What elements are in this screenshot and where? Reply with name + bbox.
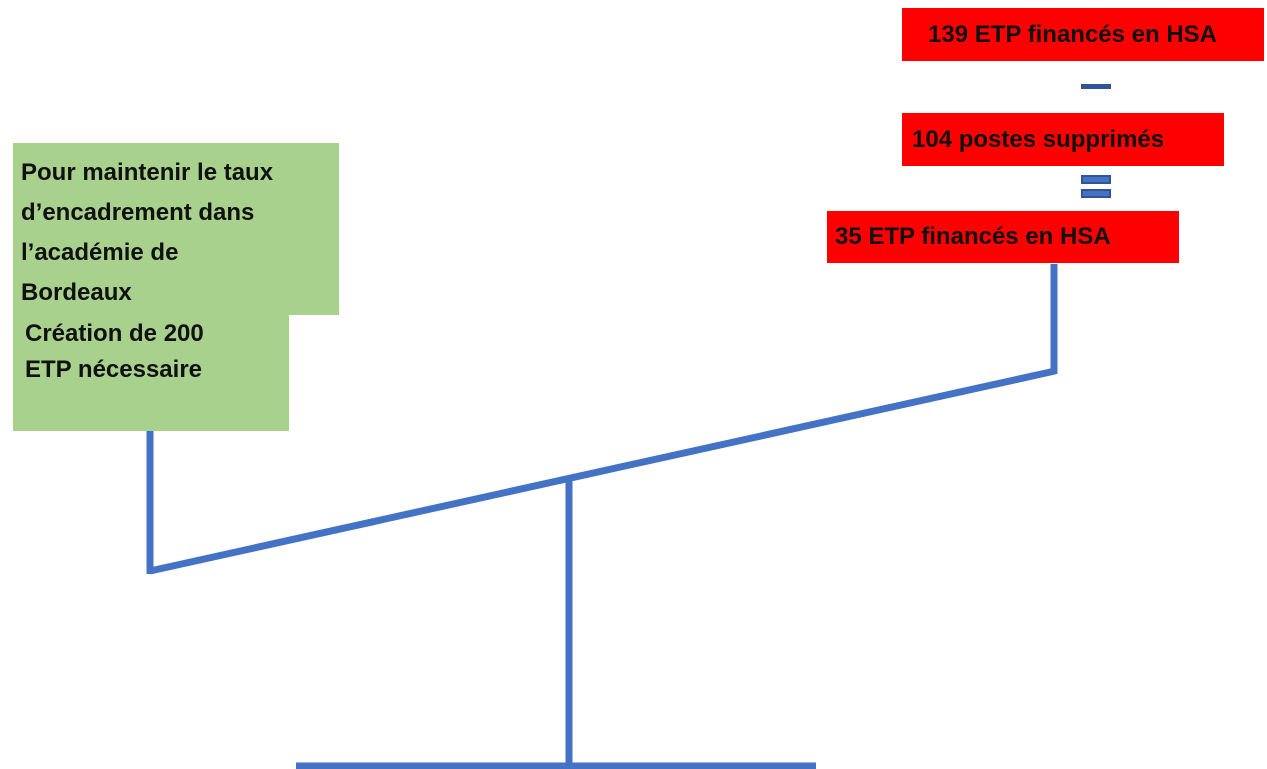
equals-bar-bottom [1081, 189, 1111, 198]
left-context-line: Bordeaux [21, 279, 132, 306]
left-need-line: Création de 200 [25, 320, 204, 347]
left-need-box: Création de 200 ETP nécessaire [13, 312, 289, 431]
equals-bar-top [1081, 175, 1111, 184]
left-context-box: Pour maintenir le taux d’encadrement dan… [13, 143, 339, 315]
left-context-line: Pour maintenir le taux [21, 159, 274, 186]
left-context-line: d’encadrement dans [21, 199, 255, 226]
right-result-box: 35 ETP financés en HSA [827, 211, 1179, 263]
left-need-line: ETP nécessaire [25, 356, 203, 383]
left-context-line: l’académie de [21, 239, 179, 266]
minus-icon [1081, 84, 1111, 89]
right-term-1-box: 139 ETP financés en HSA [902, 8, 1264, 61]
scale-beam [149, 367, 1056, 575]
right-term-2-box: 104 postes supprimés [902, 113, 1224, 166]
equals-icon [1081, 175, 1111, 200]
